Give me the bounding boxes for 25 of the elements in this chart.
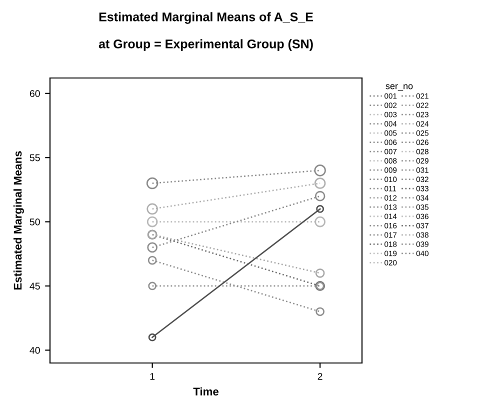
point [314,178,326,189]
point [147,242,158,253]
point [146,216,158,228]
point [148,333,156,342]
y-tick-label: 45 [30,282,40,290]
point [146,177,158,190]
y-tick-label: 60 [30,90,40,98]
chart-title: Estimated Marginal Means of A_S_E [99,12,313,24]
legend-title: ser_no [386,84,413,91]
point [316,307,325,316]
point [314,164,326,176]
point [314,190,326,202]
x-tick-label: 1 [150,373,155,380]
point [316,204,324,213]
point [146,203,158,215]
chart-subtitle: at Group = Experimental Group (SN) [98,39,313,51]
y-tick-label: 55 [30,154,40,162]
point [315,268,325,278]
x-tick-label: 2 [318,372,322,380]
y-tick-label: 50 [30,218,40,226]
y-axis-title: Estimated Marginal Means [14,151,24,290]
point [148,256,157,265]
point [314,216,326,228]
x-axis-title: Time [193,387,218,396]
y-tick-label: 40 [30,346,40,354]
